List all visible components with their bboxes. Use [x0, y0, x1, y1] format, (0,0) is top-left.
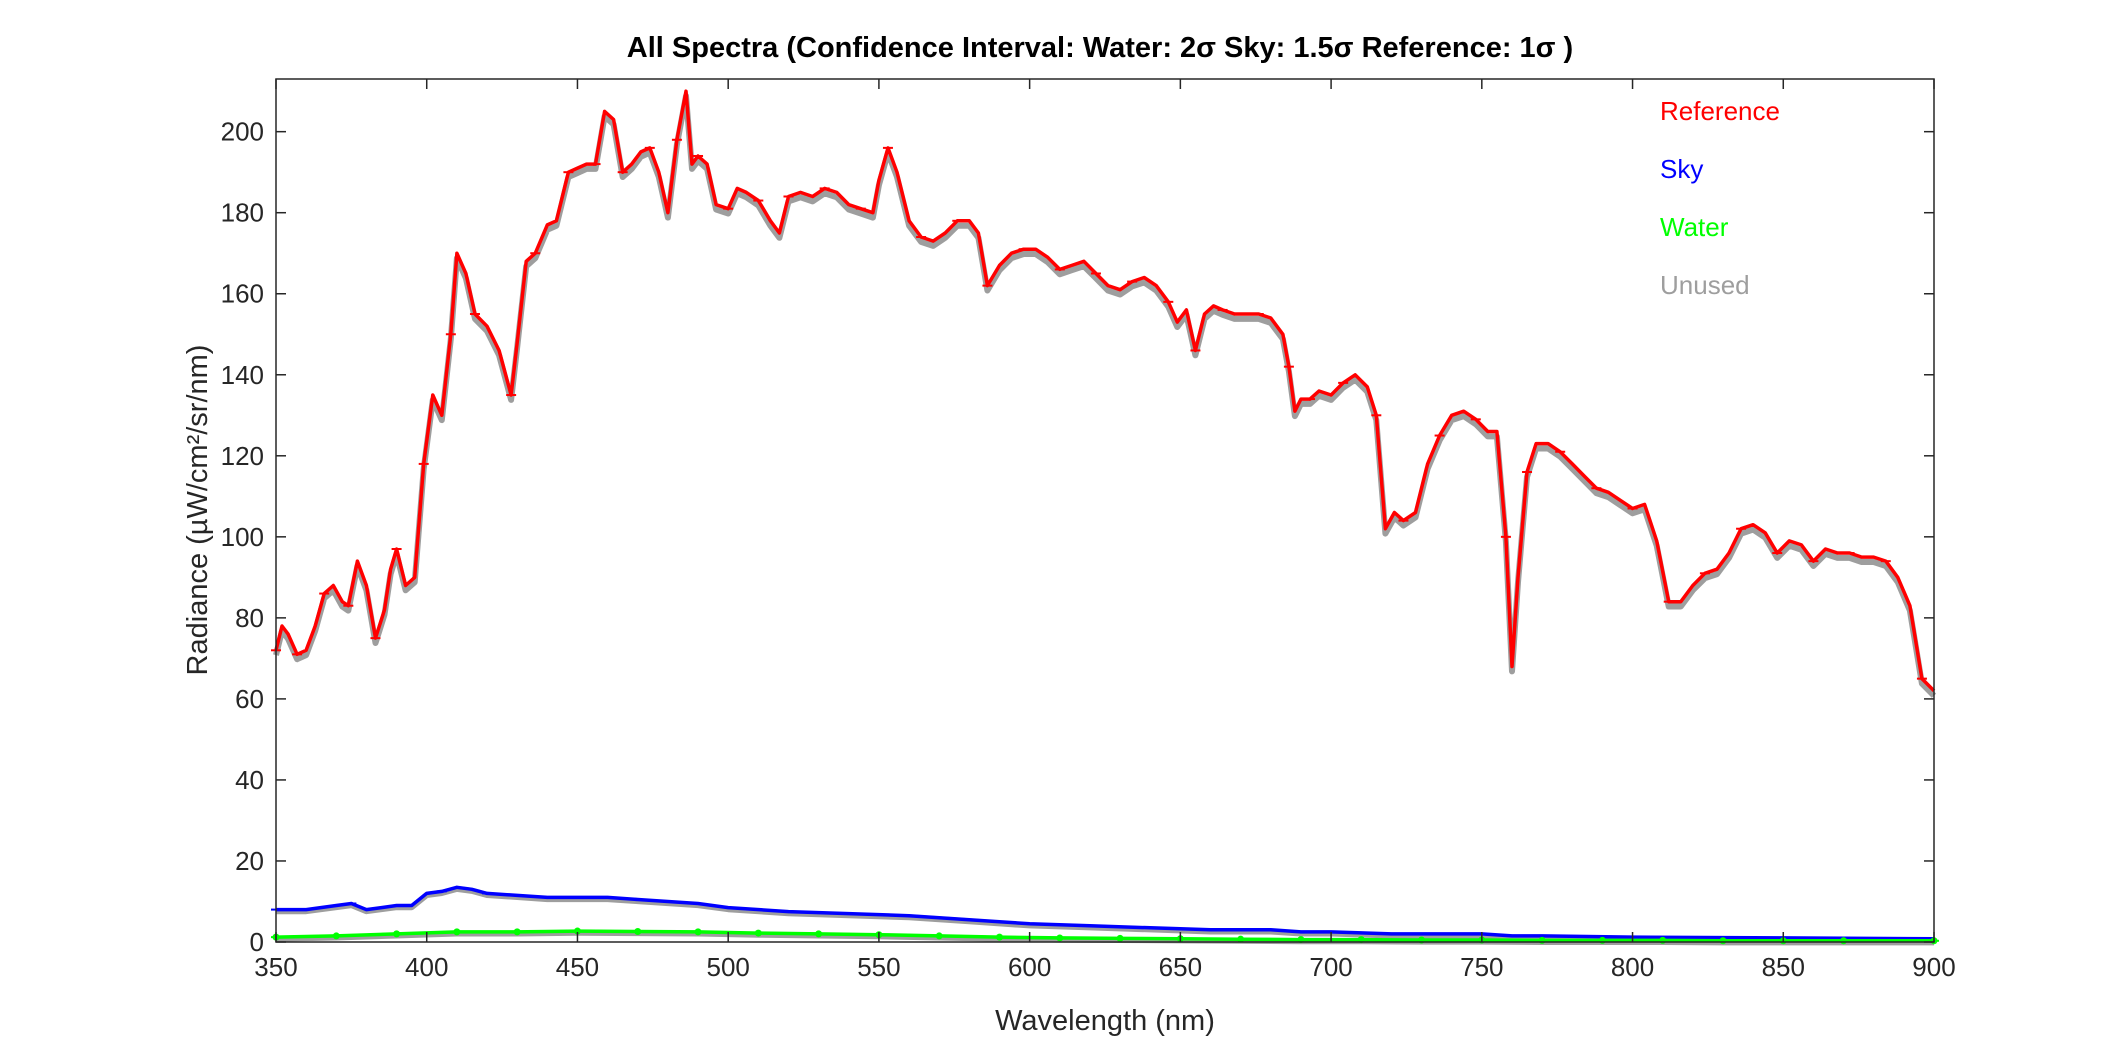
y-tick-label: 120 [221, 441, 264, 471]
x-tick-label: 350 [254, 952, 297, 982]
series-marker-water [573, 927, 581, 935]
x-tick-label: 900 [1912, 952, 1955, 982]
series-marker-water [453, 928, 461, 936]
x-axis: 350 400 450 500 550 600 650 700 750 800 850 900 [254, 79, 1956, 982]
legend-entry-sky: Sky [1660, 154, 1703, 184]
series-marker-water [995, 933, 1003, 941]
series-line-unused-0 [273, 93, 1937, 698]
series-marker-water [393, 930, 401, 938]
x-tick-label: 850 [1762, 952, 1805, 982]
series-marker-water [1237, 935, 1245, 943]
x-tick-label: 800 [1611, 952, 1654, 982]
series-marker-water [935, 932, 943, 940]
x-tick-label: 600 [1008, 952, 1051, 982]
x-tick-label: 500 [706, 952, 749, 982]
series-marker-water [694, 928, 702, 936]
series-marker-water [1056, 934, 1064, 942]
plot-frame [275, 78, 1935, 943]
y-tick-label: 160 [221, 279, 264, 309]
series-marker-water [1538, 936, 1546, 944]
series-marker-water [815, 930, 823, 938]
y-tick-label: 180 [221, 198, 264, 228]
series-marker-water [754, 929, 762, 937]
legend-entry-unused: Unused [1660, 270, 1750, 300]
x-tick-label: 400 [405, 952, 448, 982]
series-line-reference [274, 89, 1936, 693]
y-tick-label: 20 [235, 846, 264, 876]
y-tick-label: 60 [235, 684, 264, 714]
series-marker-water [634, 927, 642, 935]
x-tick-label: 700 [1309, 952, 1352, 982]
series-group [271, 89, 1936, 693]
series-marker-water [332, 932, 340, 940]
series-marker-water [1840, 937, 1848, 945]
y-tick-label: 100 [221, 522, 264, 552]
series-marker-water [1719, 937, 1727, 945]
x-tick-label: 650 [1159, 952, 1202, 982]
series-marker-water [1598, 936, 1606, 944]
y-tick-label: 40 [235, 765, 264, 795]
x-tick-label: 450 [556, 952, 599, 982]
y-tick-label: 80 [235, 603, 264, 633]
series-marker-water [1659, 936, 1667, 944]
series-marker-water [513, 928, 521, 936]
x-tick-label: 550 [857, 952, 900, 982]
legend-entry-water: Water [1660, 212, 1729, 242]
x-axis-label: Wavelength (nm) [995, 1005, 1215, 1037]
y-tick-label: 0 [250, 927, 264, 957]
y-axis-label: Radiance (µW/cm²/sr/nm) [182, 345, 214, 676]
chart-title: All Spectra (Confidence Interval: Water:… [627, 32, 1573, 64]
series-line-sky [276, 885, 1935, 941]
x-tick-label: 750 [1460, 952, 1503, 982]
series-marker-water [1116, 934, 1124, 942]
y-tick-label: 140 [221, 360, 264, 390]
legend: Reference Sky Water Unused [1660, 96, 1780, 300]
y-axis: 0 20 40 60 80 100 120 140 160 180 200 [221, 117, 1934, 957]
legend-entry-reference: Reference [1660, 96, 1780, 126]
y-tick-label: 200 [221, 117, 264, 147]
